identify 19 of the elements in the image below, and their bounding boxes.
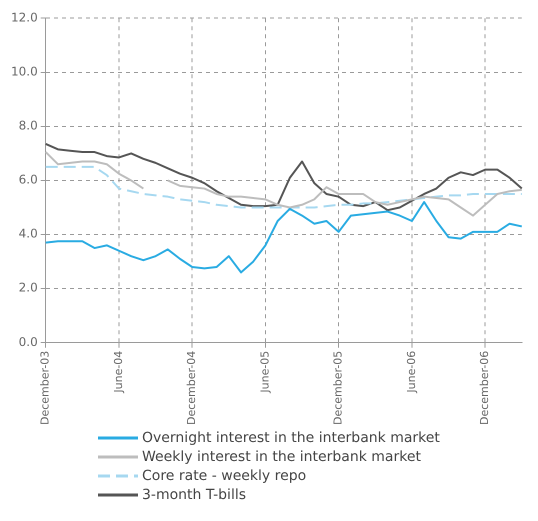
legend-label: Weekly interest in the interbank market [142,448,421,464]
y-tick-label: 12.0 [11,10,38,24]
legend-label: Core rate - weekly repo [142,468,306,484]
x-tick-label: June-05 [258,350,272,394]
x-tick-label: December-04 [185,350,198,426]
y-tick-label: 10.0 [11,64,38,78]
x-tick-label: December-05 [332,350,345,426]
line-series [44,166,523,208]
x-tick-label: June-04 [112,350,125,394]
y-tick-label: 6.0 [18,172,38,187]
y-tick-label: 8.0 [18,118,38,132]
x-tick-label: December-03 [38,350,52,426]
x-tick-label: June-06 [404,350,418,394]
legend-label: 3-month T-bills [142,486,246,502]
legend-label: Overnight interest in the interbank market [142,430,440,446]
x-tick-label: December-06 [478,350,492,426]
y-tick-label: 4.0 [18,226,38,241]
y-tick-label: 0.0 [18,334,38,349]
y-tick-label: 2.0 [18,280,38,295]
